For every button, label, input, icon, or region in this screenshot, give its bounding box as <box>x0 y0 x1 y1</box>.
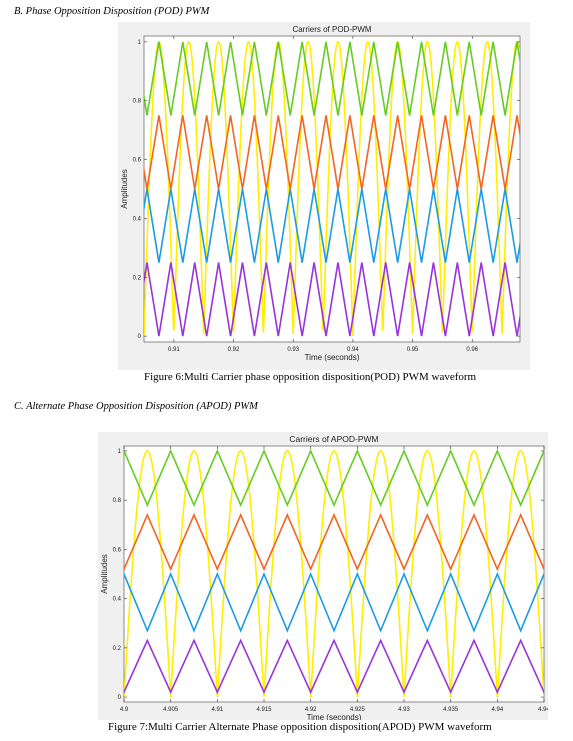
series-line-green <box>144 41 520 116</box>
y-axis-label: Amplitudes <box>120 169 129 209</box>
chart-title: Carriers of APOD-PWM <box>289 434 378 444</box>
y-tick-label: 1 <box>138 40 142 46</box>
x-tick-label: 0.94 <box>347 347 359 353</box>
section-heading-apod: C. Alternate Phase Opposition Dispositio… <box>14 401 258 412</box>
figure-6-caption: Figure 6:Multi Carrier phase opposition … <box>144 371 477 383</box>
x-tick-label: 0.96 <box>466 347 478 353</box>
section-heading-pod: B. Phase Opposition Disposition (POD) PW… <box>14 6 210 17</box>
y-tick-label: 0 <box>118 695 122 701</box>
series-group <box>144 40 520 337</box>
x-tick-label: 4.91 <box>211 707 223 713</box>
apod-carriers-chart: 4.9 4.905 4.91 4.915 4.92 4.925 4.93 4.935 4.94 4… <box>98 432 548 720</box>
x-axis-label: Time (seconds) <box>305 353 360 362</box>
y-tick-label: 0.6 <box>133 158 142 164</box>
series-line-purple <box>144 262 520 337</box>
series-line-yellow <box>124 450 544 698</box>
chart-title: Carriers of POD-PWM <box>292 25 371 34</box>
x-tick-label: 4.94 <box>491 707 503 713</box>
series-line-orange <box>124 512 544 572</box>
y-tick-label: 0.2 <box>113 646 122 652</box>
x-tick-label: 0.91 <box>168 347 180 353</box>
x-tick-label: 4.93 <box>398 707 410 713</box>
y-tick-label: 0.2 <box>133 275 142 281</box>
y-tick-label: 0 <box>138 334 142 340</box>
x-tick-label: 4.92 <box>305 707 317 713</box>
y-axis-label: Amplitudes <box>100 554 109 594</box>
x-axis-label: Time (seconds) <box>307 713 362 720</box>
pod-carriers-chart: 0.91 0.92 0.93 0.94 0.95 0.96 0 0.2 0.4 0.6 0.8 1 Ca… <box>118 22 530 370</box>
x-tick-label: 0.95 <box>407 347 419 353</box>
series-line-blue <box>144 188 520 263</box>
series-group <box>124 448 544 698</box>
x-tick-label: 4.925 <box>350 707 366 713</box>
x-tick-label: 4.905 <box>163 707 179 713</box>
series-line-orange <box>144 115 520 190</box>
y-tick-label: 0.4 <box>113 597 122 603</box>
y-tick-label: 1 <box>118 449 122 455</box>
series-line-blue <box>124 571 544 633</box>
x-tick-label: 4.915 <box>256 707 272 713</box>
plot-area <box>123 445 545 703</box>
series-line-yellow <box>144 40 520 337</box>
x-tick-label: 4.935 <box>443 707 459 713</box>
x-tick-label: 0.93 <box>287 347 299 353</box>
x-tick-label: 4.94 <box>538 707 548 713</box>
series-line-purple <box>124 638 544 695</box>
x-tick-label: 0.92 <box>228 347 240 353</box>
figure-7-caption: Figure 7:Multi Carrier Alternate Phase o… <box>108 721 492 733</box>
x-tick-label: 4.9 <box>120 707 129 713</box>
y-tick-label: 0.4 <box>133 216 142 222</box>
y-tick-label: 0.8 <box>133 99 142 105</box>
series-line-green <box>124 448 544 508</box>
y-tick-label: 0.8 <box>113 498 122 504</box>
y-tick-label: 0.6 <box>113 547 122 553</box>
